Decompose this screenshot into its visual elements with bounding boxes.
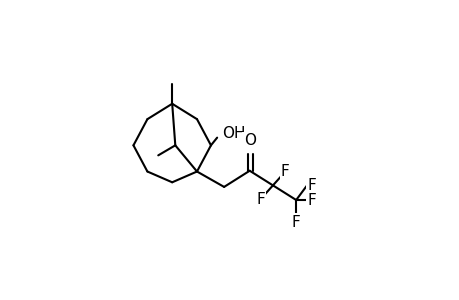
Text: F: F bbox=[280, 164, 289, 179]
Text: OH: OH bbox=[221, 125, 245, 140]
Text: O: O bbox=[243, 134, 255, 148]
Text: F: F bbox=[256, 192, 264, 207]
Text: F: F bbox=[307, 193, 315, 208]
Text: F: F bbox=[307, 178, 315, 193]
Text: F: F bbox=[291, 214, 300, 230]
